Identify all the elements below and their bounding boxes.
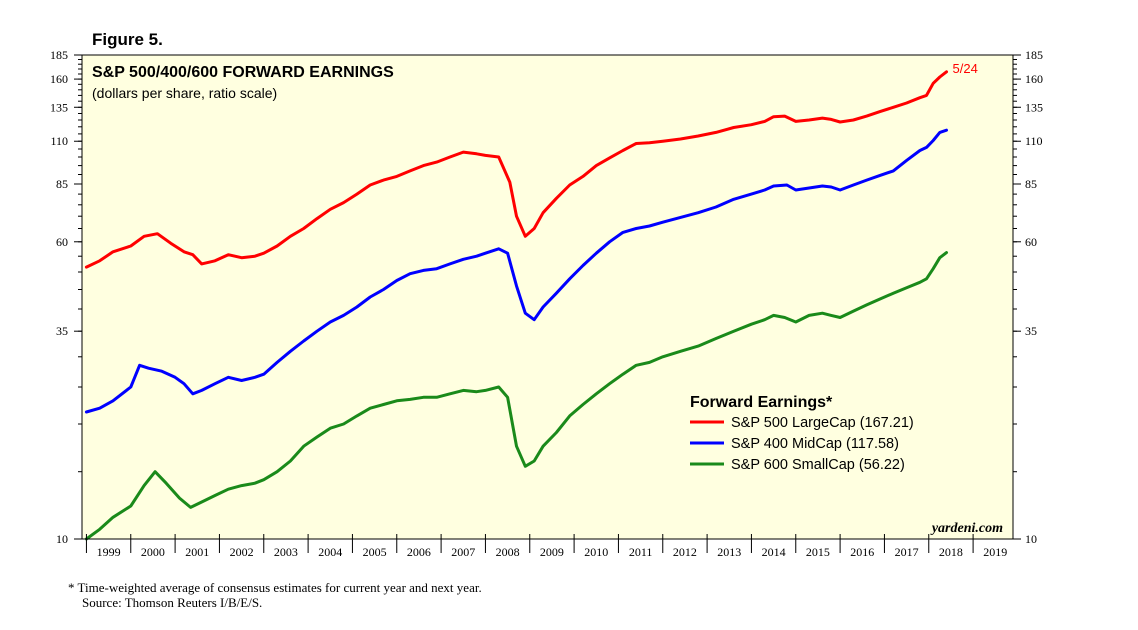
x-tick-label: 2006 [407,545,431,559]
x-tick-label: 2011 [629,545,653,559]
y-tick-label-right: 110 [1025,134,1043,148]
series-layer [84,70,948,541]
x-tick-label: 2008 [496,545,520,559]
legend: Forward Earnings* S&P 500 LargeCap (167.… [690,394,914,473]
y-tick-label-right: 185 [1025,48,1043,62]
y-tick-label-right: 60 [1025,235,1037,249]
y-tick-label-left: 110 [50,134,68,148]
series-line-large-cap [84,70,948,269]
series-line-mid-cap [84,128,948,414]
x-tick-label: 2019 [983,545,1007,559]
x-tick-label: 2009 [540,545,564,559]
x-tick-label: 2014 [762,545,786,559]
x-tick-label: 2012 [673,545,697,559]
x-tick-label: 2007 [451,545,475,559]
x-tick-label: 2001 [185,545,209,559]
x-tick-label: 2017 [895,545,919,559]
chart-title: S&P 500/400/600 FORWARD EARNINGS [92,64,394,81]
x-tick-label: 2003 [274,545,298,559]
y-tick-label-left: 35 [56,324,68,338]
y-tick-label-right: 10 [1025,532,1037,546]
y-tick-label-left: 85 [56,177,68,191]
x-tick-label: 2004 [318,545,342,559]
chart-subtitle: (dollars per share, ratio scale) [92,85,277,101]
x-tick-label: 2005 [363,545,387,559]
footnote-source: Source: Thomson Reuters I/B/E/S. [82,595,263,610]
chart-svg: 10 10 35 35 60 60 85 85 110 110 135 135 160 160 185 185… [50,48,1043,559]
footnote-definition: * Time-weighted average of consensus est… [68,580,482,595]
x-tick-label: 1999 [97,545,121,559]
source-watermark: yardeni.com [930,521,1003,536]
plot-background [82,55,1013,539]
x-tick-label: 2013 [717,545,741,559]
x-tick-label: 2016 [850,545,874,559]
end-date-label: 5/24 [953,61,978,76]
plot-frame [81,54,1014,540]
footnote: * Time-weighted average of consensus est… [68,580,482,610]
x-tick-label: 2015 [806,545,830,559]
y-tick-label-right: 85 [1025,177,1037,191]
x-tick-label: 2018 [939,545,963,559]
y-tick-label-left: 135 [50,100,68,114]
y-tick-label-left: 60 [56,235,68,249]
y-tick-label-right: 160 [1025,72,1043,86]
y-tick-label-left: 185 [50,48,68,62]
legend-title: Forward Earnings* [690,394,833,411]
legend-entry-label: S&P 400 MidCap (117.58) [731,436,899,452]
y-tick-label-left: 10 [56,532,68,546]
x-tick-label: 2000 [141,545,165,559]
legend-entry-label: S&P 600 SmallCap (56.22) [731,457,905,473]
y-tick-label-right: 35 [1025,324,1037,338]
legend-entry-label: S&P 500 LargeCap (167.21) [731,415,914,431]
y-tick-label-left: 160 [50,72,68,86]
figure-label: Figure 5. [92,30,163,49]
y-tick-label-right: 135 [1025,100,1043,114]
x-tick-label: 2002 [230,545,254,559]
series-line-small-cap [84,251,948,541]
x-tick-label: 2010 [584,545,608,559]
axes-layer: 10 10 35 35 60 60 85 85 110 110 135 135 160 160 185 185… [50,48,1043,559]
